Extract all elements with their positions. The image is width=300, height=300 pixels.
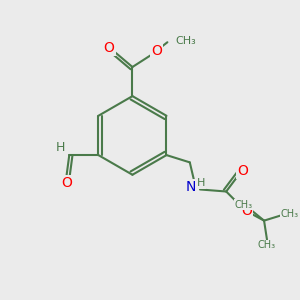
Text: H: H [197, 178, 205, 188]
Text: O: O [237, 164, 248, 178]
Text: H: H [56, 141, 65, 154]
Text: O: O [151, 44, 162, 58]
Text: CH₃: CH₃ [280, 209, 299, 219]
Text: CH₃: CH₃ [235, 200, 253, 210]
Text: CH₃: CH₃ [176, 36, 196, 46]
Text: CH₃: CH₃ [258, 240, 276, 250]
Text: O: O [104, 41, 115, 55]
Text: O: O [241, 204, 252, 218]
Text: O: O [61, 176, 72, 190]
Text: N: N [185, 180, 196, 194]
